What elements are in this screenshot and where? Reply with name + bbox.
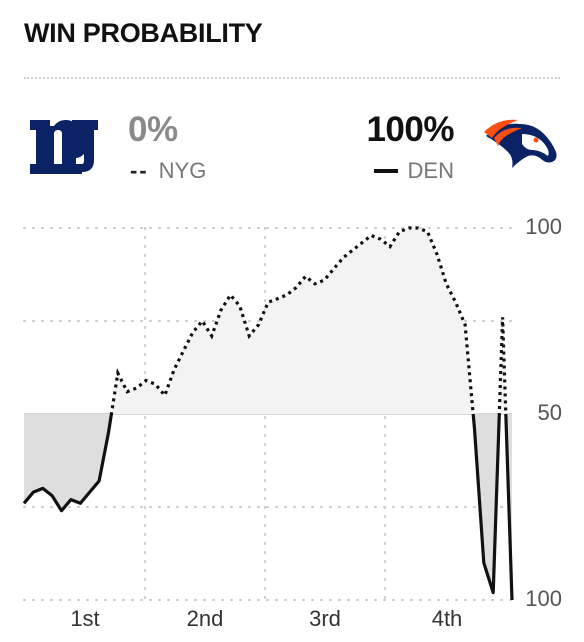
y-tick-label: 100	[525, 586, 562, 611]
nyg-win-percentage: 0%	[128, 110, 178, 149]
area-above-baseline	[24, 228, 512, 414]
broncos-horse-logo-icon	[484, 119, 557, 168]
giants-ny-logo-icon	[30, 120, 98, 174]
x-tick-label: 4th	[431, 606, 463, 631]
nyg-abbr: NYG	[158, 158, 207, 183]
y-tick-label: 100	[525, 214, 562, 239]
x-tick-label: 1st	[70, 606, 100, 631]
header-divider	[24, 77, 560, 79]
x-tick-label: 3rd	[309, 606, 341, 631]
solid-line-marker	[373, 169, 398, 173]
den-win-percentage: 100%	[366, 110, 454, 149]
page-title: WIN PROBABILITY	[24, 18, 263, 48]
nyg-legend: -- NYG	[130, 158, 206, 184]
chart-lines	[22, 226, 514, 601]
dashed-line-marker: --	[130, 158, 149, 183]
den-abbr: DEN	[407, 158, 454, 183]
x-tick-label: 2nd	[186, 606, 224, 631]
y-tick-label: 50	[537, 400, 562, 425]
series-line-solid	[22, 414, 514, 601]
chart-areas	[24, 228, 512, 600]
area-below-baseline	[24, 414, 512, 600]
den-legend: DEN	[373, 158, 454, 184]
